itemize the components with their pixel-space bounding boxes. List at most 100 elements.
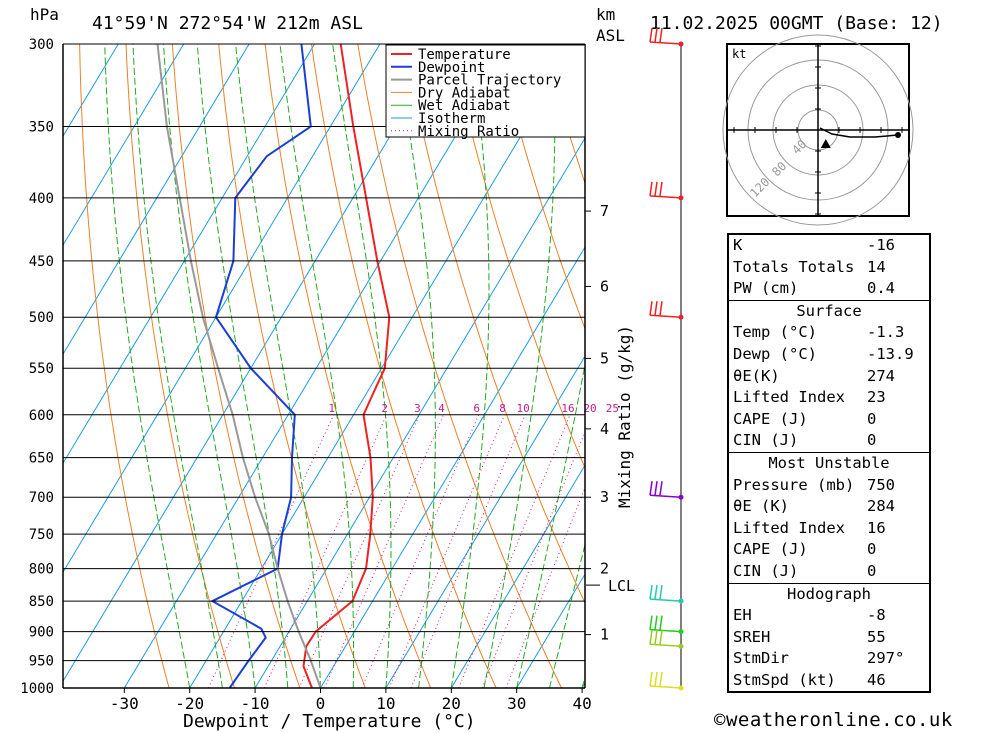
hodograph-trace	[819, 127, 899, 138]
dry-adiabat-line	[125, 44, 235, 689]
km-tick-label: 6	[600, 277, 609, 295]
surface-row: Dewp (°C) -13.9	[729, 344, 929, 366]
wet-adiabat-line	[516, 362, 585, 689]
wind-barb-flag	[659, 181, 663, 196]
km-tick-label: 7	[600, 202, 609, 220]
mixing-ratio-line	[458, 414, 571, 689]
most_unstable-value: 16	[867, 518, 886, 537]
wind-barb-flag	[649, 27, 653, 43]
dry-adiabat-line	[264, 44, 432, 689]
pressure-tick-label: 800	[29, 562, 54, 578]
pw-value: 0.4	[867, 279, 895, 298]
wind-barb-shaft	[649, 685, 682, 689]
wind-barb-flag	[649, 630, 653, 645]
x-tick-label: -30	[110, 694, 139, 713]
wind-barb-flag	[649, 481, 653, 496]
surface-value: -1.3	[867, 323, 905, 342]
legend-box	[385, 44, 586, 138]
mixing-ratio-label: 2	[381, 402, 388, 415]
mixing-ratio-label: 20	[583, 402, 596, 415]
mixing-ratio-label: 25	[606, 402, 619, 415]
pressure-tick-label: 350	[29, 119, 54, 135]
legend-label: Isotherm	[418, 111, 485, 127]
tt-value: 14	[867, 257, 886, 276]
pressure-tick-label: 750	[29, 527, 54, 543]
km-tick-label: 5	[600, 349, 609, 367]
hodograph_table-row: StmDir 297°	[729, 648, 929, 670]
surface-label: CIN (J)	[733, 431, 799, 450]
pw-row: PW (cm) 0.4	[729, 278, 929, 300]
mixing-ratio-label: 8	[499, 402, 506, 415]
tt-label: Totals Totals	[733, 257, 855, 276]
dewpoint-line	[210, 44, 312, 689]
wind-barb-shaft	[649, 643, 682, 648]
most_unstable-label: Pressure (mb)	[733, 475, 855, 494]
wet-adiabat-line	[483, 44, 556, 689]
isotherm-line	[63, 44, 381, 574]
wind-barb-flag	[654, 181, 658, 196]
hodograph_table-label: StmSpd (kt)	[733, 670, 836, 689]
isotherm-line	[63, 44, 119, 138]
surface-value: 0	[867, 431, 877, 450]
wind-barb-flag	[659, 671, 663, 687]
x-tick-label: -10	[241, 694, 270, 713]
hodograph_table-row: SREH 55	[729, 627, 929, 649]
wind-barb-flag	[659, 615, 663, 630]
most_unstable-value: 750	[867, 475, 895, 494]
legend-label: Dry Adiabat	[418, 85, 511, 101]
km-tick-label: 1	[600, 626, 609, 644]
dry-adiabat-line	[403, 44, 585, 605]
dry-adiabat-line	[357, 44, 562, 689]
dry-adiabat-line	[310, 44, 497, 689]
lcl-label: LCL	[608, 577, 635, 595]
wind-barb-flag	[654, 301, 658, 316]
pressure-tick-label: 1000	[20, 681, 54, 697]
surface-row: Lifted Index 23	[729, 387, 929, 409]
wind-barb-flag	[659, 630, 663, 645]
wind-barb-flag	[649, 584, 653, 600]
most_unstable-row: CIN (J) 0	[729, 561, 929, 583]
hodograph-title: Hodograph	[787, 584, 871, 603]
wind-barb-flag	[649, 181, 653, 196]
mixing-ratio-line	[263, 414, 388, 689]
mixing-ratio-label: 1	[328, 402, 335, 415]
surface-value: 274	[867, 366, 895, 385]
x-tick-label: 0	[316, 694, 326, 713]
wet-adiabat-line	[132, 44, 223, 689]
hodograph_table-row: EH -8	[729, 605, 929, 627]
hodograph-end-point	[895, 132, 901, 138]
most_unstable-label: θE (K)	[733, 497, 789, 516]
wind-barb-shaft	[649, 598, 682, 602]
x-tick-label: 30	[507, 694, 526, 713]
mixing-ratio-line	[324, 414, 444, 689]
most_unstable-value: 0	[867, 540, 877, 559]
hodograph-ring	[722, 34, 914, 226]
dry-adiabat-line	[496, 44, 585, 331]
mixing-ratio-label: 3	[414, 402, 421, 415]
km-tick-label: 2	[600, 560, 609, 578]
most_unstable-value: 284	[867, 497, 895, 516]
wet-adiabat-line	[332, 44, 392, 689]
pressure-tick-label: 700	[29, 490, 54, 506]
surface-row: Temp (°C) -1.3	[729, 322, 929, 344]
hodograph_table-value: -8	[867, 606, 886, 625]
x-tick-label: -20	[175, 694, 204, 713]
most_unstable-row: θE (K) 284	[729, 496, 929, 518]
hodograph_table-label: SREH	[733, 627, 771, 646]
surface-label: Dewp (°C)	[733, 344, 817, 363]
pw-label: PW (cm)	[733, 279, 799, 298]
pressure-tick-label: 400	[29, 191, 54, 207]
mixing-ratio-line	[410, 414, 526, 689]
wind-barb-flag	[654, 630, 658, 645]
x-tick-label: 40	[572, 694, 591, 713]
axes: 1 2 3 4 6 8 10 16 20 2530035040045050055060065070…	[20, 37, 635, 713]
mixing-ratio-line	[298, 414, 420, 689]
most_unstable-value: 0	[867, 561, 877, 580]
dry-adiabat-line	[218, 44, 366, 689]
mixing-ratio-axis-label: Mixing Ratio (g/kg)	[615, 325, 634, 508]
surface-value: 0	[867, 409, 877, 428]
hodograph-rows: EH -8 SREH 55 StmDir 297° StmSpd (kt) 46	[729, 605, 929, 691]
mixing-ratio-label: 4	[438, 402, 445, 415]
